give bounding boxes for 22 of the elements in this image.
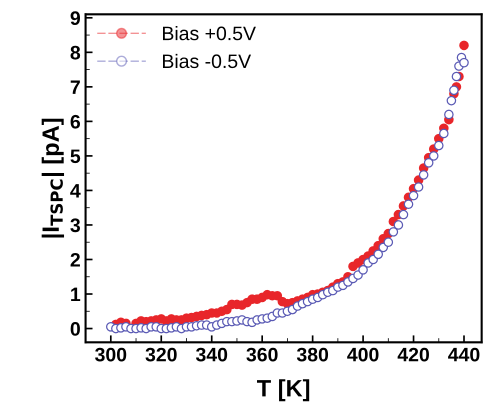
x-axis-title: T [K] [257,379,310,402]
y-tick-label: 5 [70,150,80,164]
x-tick-label: 420 [398,348,429,362]
y-tick-label: 6 [70,114,80,129]
legend-label: Bias -0.5V [163,54,252,68]
x-tick-label: 300 [95,348,126,362]
x-tick-label: 400 [347,348,379,362]
y-tick-label: 3 [70,218,80,232]
legend-label: Bias +0.5V [163,26,256,40]
y-tick-label: 4 [70,184,81,198]
x-tick-label: 380 [296,348,328,362]
x-tick-label: 360 [246,348,278,362]
y-tick-label: 8 [70,46,80,60]
y-axis-title: |I$_{TSPC}$| [pA] [42,118,64,238]
y-tick-label: 7 [70,80,80,94]
y-tick-label: 9 [70,11,80,26]
y-tick-label: 0 [70,322,80,336]
y-tick-label: 2 [70,252,80,267]
y-tick-label: 1 [71,288,80,302]
x-tick-label: 340 [196,348,228,362]
x-tick-label: 440 [448,348,480,362]
x-tick-label: 320 [145,348,177,362]
